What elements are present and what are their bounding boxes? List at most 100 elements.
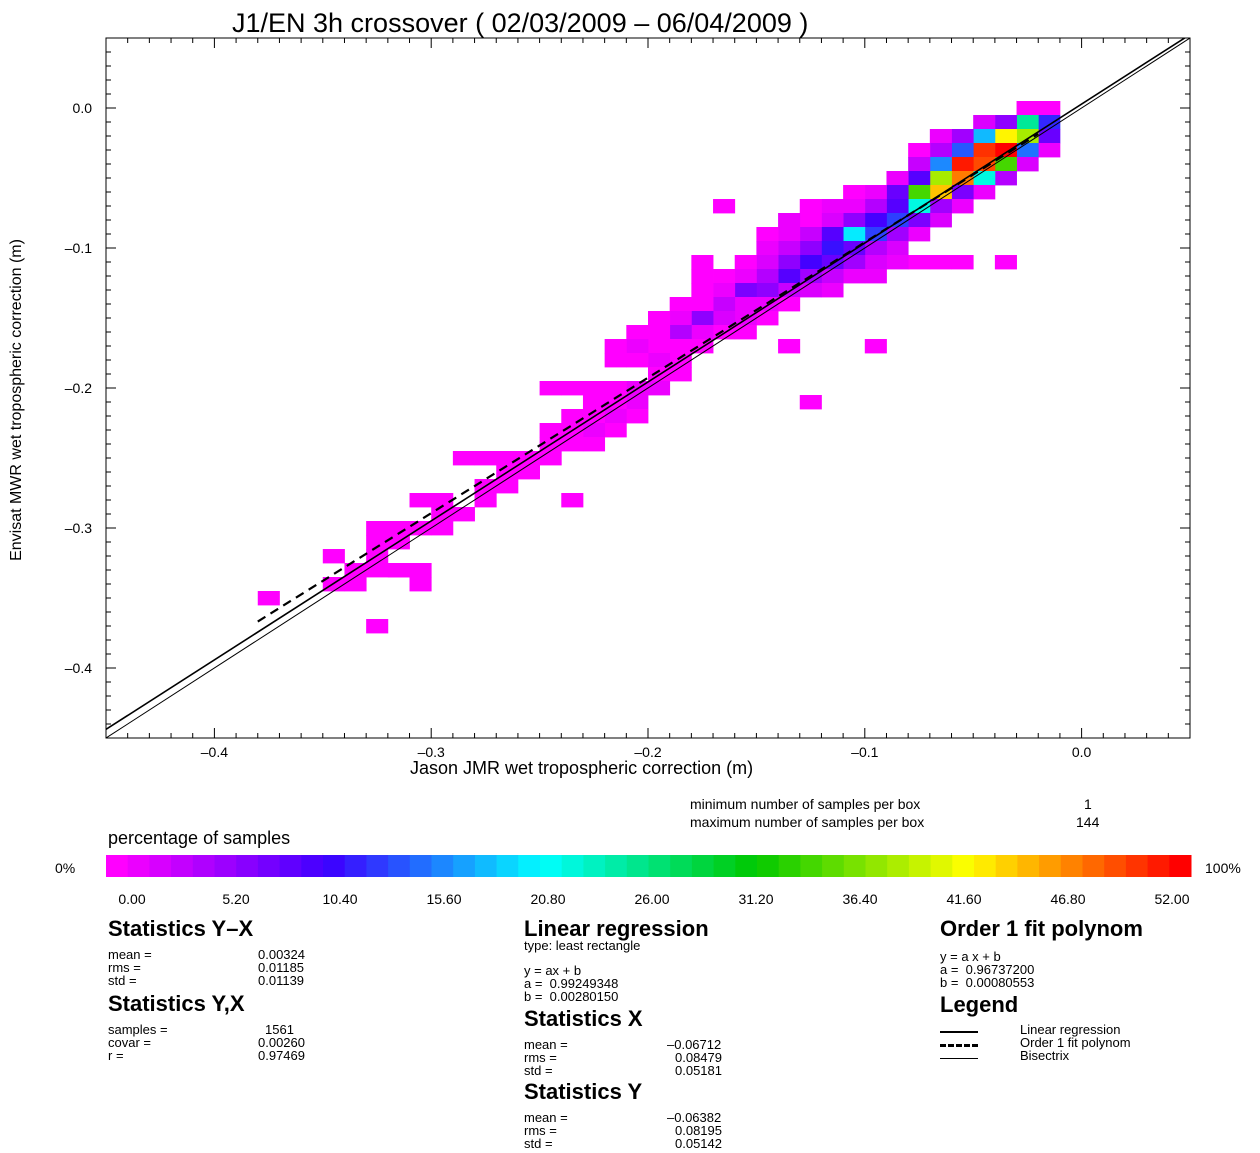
colorbar-title: percentage of samples [108, 828, 291, 848]
heatmap-cell [474, 493, 497, 508]
heatmap-cell [409, 493, 432, 508]
heatmap-cell [778, 227, 801, 242]
heatmap-cell [539, 451, 562, 466]
colorbar-segment [822, 855, 845, 877]
colorbar-tick-label: 31.20 [738, 891, 774, 907]
heatmap-cell [951, 255, 974, 270]
heatmap-cell [713, 269, 736, 284]
stats-yxc-value-0: 1561 [265, 1022, 294, 1037]
stats-yx-label-2: std = [108, 973, 137, 988]
heatmap-cell [886, 199, 909, 214]
heatmap-cell [626, 409, 649, 424]
y-tick-label: –0.3 [65, 520, 92, 536]
heatmap-cell [669, 325, 692, 340]
heatmap-cell [973, 115, 996, 130]
heatmap-cell [908, 213, 931, 228]
heatmap-cell [561, 381, 584, 396]
heatmap-cell [756, 241, 779, 256]
heatmap-cell [539, 423, 562, 438]
colorbar-segment [1125, 855, 1149, 877]
min-samples-value: 1 [1084, 796, 1092, 812]
y-axis-label: Envisat MWR wet tropospheric correction … [8, 239, 25, 561]
y-tick-label: –0.4 [65, 660, 92, 676]
colorbar-segment [735, 855, 758, 877]
colorbar-segment [778, 855, 801, 877]
min-samples-label: minimum number of samples per box [690, 796, 921, 812]
colorbar-segment [214, 855, 237, 877]
heatmap-cell [561, 437, 584, 452]
colorbar-segment [865, 855, 888, 877]
heatmap-cell [778, 339, 801, 354]
colorbar-right-label: 100% [1205, 860, 1241, 876]
colorbar-segment [561, 855, 584, 877]
heatmap-cell [409, 577, 432, 592]
y-tick-label: –0.2 [65, 380, 92, 396]
max-samples-label: maximum number of samples per box [690, 814, 925, 830]
stats-x-label-0: mean = [524, 1037, 568, 1052]
stats-y-value-2: 0.05142 [675, 1136, 722, 1151]
colorbar-segment [930, 855, 953, 877]
colorbar-tick-label: 36.40 [842, 891, 878, 907]
heatmap-cell [669, 367, 692, 382]
stats-x-label-2: std = [524, 1063, 553, 1078]
heatmap-cell [864, 185, 887, 200]
heatmap-cell [973, 129, 996, 144]
heatmap-cell [799, 395, 822, 410]
heatmap-cell [734, 311, 757, 326]
heatmap-cell [648, 325, 671, 340]
heatmap-cell [843, 255, 866, 270]
heatmap-cell [409, 563, 432, 578]
heatmap-cell [756, 255, 779, 270]
heatmap-cell [908, 227, 931, 242]
heatmap-cell [452, 451, 475, 466]
heatmap-cell [951, 143, 974, 158]
heatmap-cell [734, 297, 757, 312]
colorbar-segment [301, 855, 324, 877]
heatmap-cell [648, 311, 671, 326]
heatmap-cell [561, 409, 584, 424]
heatmap-cell [626, 325, 649, 340]
stats-yx-label-1: rms = [108, 960, 141, 975]
colorbar-tick-label: 15.60 [426, 891, 462, 907]
legend-item-polynom: Order 1 fit polynom [1020, 1035, 1131, 1050]
heatmap-cell [886, 241, 909, 256]
colorbar-segment [1169, 855, 1192, 877]
heatmap-cell [387, 521, 410, 536]
colorbar-tick-label: 5.20 [222, 891, 250, 907]
heatmap-cell [626, 395, 649, 410]
heatmap-cell [821, 213, 844, 228]
colorbar-segment [149, 855, 172, 877]
max-samples-value: 144 [1076, 814, 1100, 830]
heatmap-cell [669, 297, 692, 312]
legend-line-bisectrix [940, 1058, 978, 1059]
heatmap-cell [452, 507, 475, 522]
heatmap-cell [1038, 101, 1061, 116]
stats-yx-value-1: 0.01185 [258, 960, 305, 975]
heatmap-cell [604, 381, 627, 396]
colorbar-segment [388, 855, 411, 877]
heatmap-cell [799, 241, 822, 256]
colorbar-segment [171, 855, 194, 877]
heatmap-cell [582, 423, 606, 438]
colorbar-segment [1017, 855, 1040, 877]
stats-y-value-0: –0.06382 [667, 1110, 722, 1125]
heatmap-cell [669, 311, 692, 326]
colorbar-segment [1147, 855, 1170, 877]
heatmap-cell [951, 157, 974, 172]
heatmap-cell [713, 199, 736, 214]
heatmap-cell [734, 255, 757, 270]
heatmap-cell [756, 269, 779, 284]
colorbar-segment [279, 855, 302, 877]
colorbar-segment [496, 855, 519, 877]
heatmap-cell [734, 325, 757, 340]
heatmap-cell [994, 129, 1017, 144]
heatmap-cell [1016, 101, 1039, 116]
heatmap-cell [929, 157, 952, 172]
colorbar-segment [1039, 855, 1062, 877]
heatmap-cell [908, 255, 931, 270]
heatmap-cell [821, 269, 844, 284]
colorbar-segment [453, 855, 476, 877]
stats-x-value-0: –0.06712 [667, 1037, 722, 1052]
heatmap-cell [648, 381, 671, 396]
heatmap-cell [366, 535, 389, 550]
